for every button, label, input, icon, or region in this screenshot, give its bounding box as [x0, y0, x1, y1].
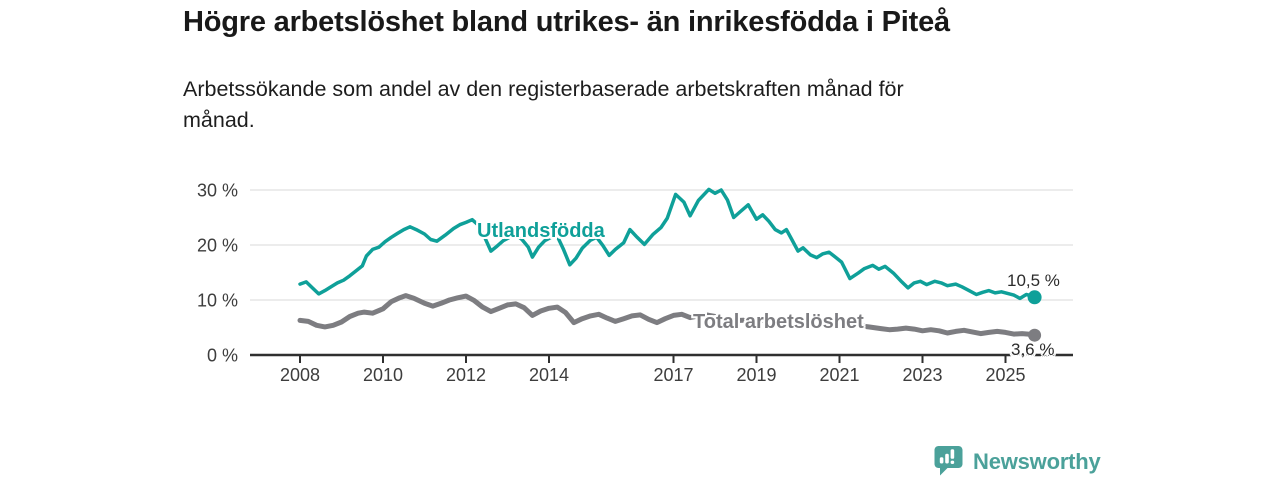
y-tick-label: 10 % — [197, 290, 238, 310]
newsworthy-logo[interactable]: Newsworthy — [933, 445, 1101, 478]
subtitle-line-1: Arbetssökande som andel av den registerb… — [183, 77, 904, 101]
series-label-total-arbetsloshet: Total arbetslöshet — [693, 311, 864, 333]
series-line-0 — [298, 187, 1037, 301]
y-tick-label: 0 % — [207, 345, 238, 365]
series-end-dot-0 — [1027, 290, 1042, 305]
bar-chart-glyph — [939, 449, 955, 464]
y-tick-label: 20 % — [197, 235, 238, 255]
subtitle-line-2: månad. — [183, 108, 255, 132]
series-end-dot-1 — [1028, 328, 1042, 342]
x-tick-label: 2019 — [736, 365, 776, 385]
x-tick-label: 2008 — [280, 365, 320, 385]
x-tick-label: 2017 — [653, 365, 693, 385]
x-tick-label: 2025 — [985, 365, 1025, 385]
x-tick-label: 2023 — [902, 365, 942, 385]
page-title: Högre arbetslöshet bland utrikes- än inr… — [183, 6, 950, 38]
x-tick-label: 2012 — [446, 365, 486, 385]
x-tick-label: 2010 — [363, 365, 403, 385]
x-tick-label: 2014 — [529, 365, 569, 385]
series-label-utlandsfodda: Utlandsfödda — [477, 220, 605, 242]
end-value-label-utlandsfodda: 10,5 % — [1007, 271, 1060, 290]
chart-subtitle: Arbetssökande som andel av den registerb… — [183, 74, 904, 136]
x-tick-label: 2021 — [819, 365, 859, 385]
series-line-1 — [297, 293, 1038, 338]
newsworthy-wordmark: Newsworthy — [973, 448, 1101, 474]
y-tick-label: 30 % — [197, 180, 238, 200]
newsworthy-icon — [934, 446, 963, 476]
end-value-label-total: 3,6 % — [1011, 340, 1055, 359]
